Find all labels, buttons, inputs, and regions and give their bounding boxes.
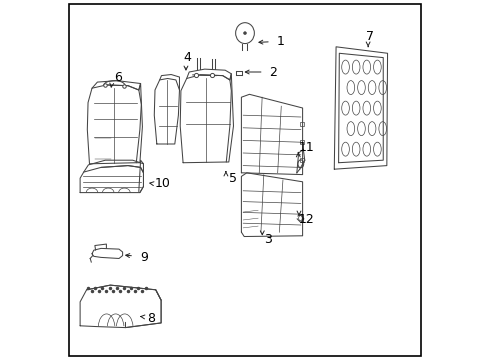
Text: 7: 7 <box>367 30 374 42</box>
Ellipse shape <box>244 32 246 35</box>
Text: 4: 4 <box>183 51 191 64</box>
Text: 6: 6 <box>114 71 122 84</box>
Bar <box>300 122 304 126</box>
Text: 12: 12 <box>299 213 315 226</box>
Text: 5: 5 <box>229 172 238 185</box>
Text: 3: 3 <box>265 233 272 246</box>
Text: 2: 2 <box>269 66 277 78</box>
Text: 8: 8 <box>147 312 155 325</box>
Text: 11: 11 <box>298 141 314 154</box>
Text: 1: 1 <box>276 35 284 48</box>
Bar <box>300 140 304 144</box>
Text: 10: 10 <box>154 177 170 190</box>
Text: 9: 9 <box>140 251 148 264</box>
Bar <box>300 158 304 162</box>
